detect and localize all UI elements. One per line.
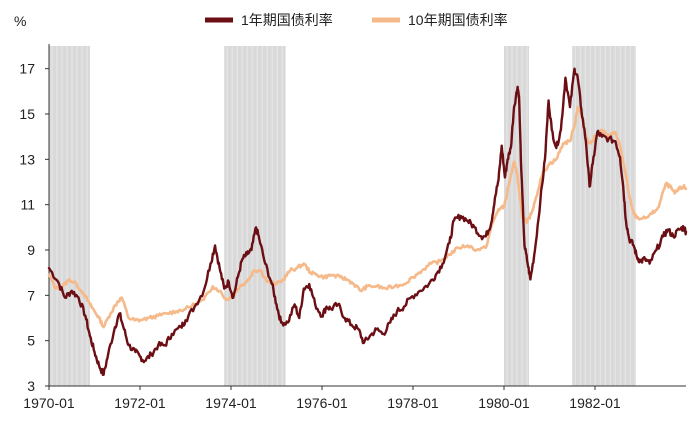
x-tick-label: 1972-01 xyxy=(114,395,166,411)
y-tick-label: 5 xyxy=(27,333,35,349)
x-tick-label: 1976-01 xyxy=(296,395,348,411)
y-tick-label: 15 xyxy=(19,106,35,122)
recession-shading-group xyxy=(49,46,636,386)
legend-label-1y: 1年期国债利率 xyxy=(241,12,333,28)
y-tick-label: 17 xyxy=(19,61,35,77)
series-group xyxy=(47,67,688,377)
recession-band xyxy=(49,46,90,386)
y-tick-label: 9 xyxy=(27,242,35,258)
y-tick-label: 7 xyxy=(27,287,35,303)
x-tick-label: 1978-01 xyxy=(387,395,439,411)
x-tick-label: 1974-01 xyxy=(205,395,257,411)
recession-band-stripes xyxy=(226,46,283,386)
recession-band xyxy=(224,46,286,386)
y-tick-label: 13 xyxy=(19,151,35,167)
x-tick-label: 1982-01 xyxy=(569,395,621,411)
y-tick-label: 11 xyxy=(20,197,35,213)
y-tick-label: 3 xyxy=(27,378,35,394)
y-unit-label: % xyxy=(14,13,26,29)
legend: 1年期国债利率 10年期国债利率 xyxy=(205,12,508,28)
legend-label-10y: 10年期国债利率 xyxy=(408,12,508,28)
axes-group: 3 5 7 9 11 13 15 17 1970-01 1972-01 1974-01 1976-01… xyxy=(19,44,686,411)
x-tick-label: 1980-01 xyxy=(478,395,530,411)
series-line-1y xyxy=(47,67,688,377)
recession-band-stripes xyxy=(51,46,88,386)
x-tick-label: 1970-01 xyxy=(23,395,75,411)
series-line-10y xyxy=(47,105,688,329)
